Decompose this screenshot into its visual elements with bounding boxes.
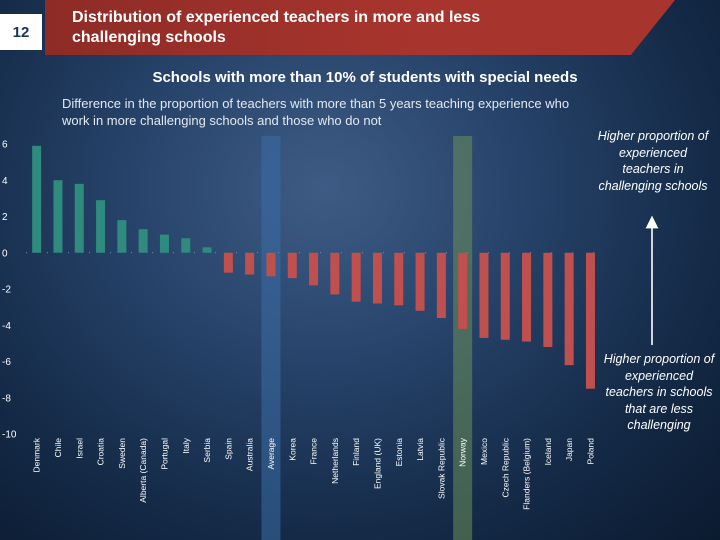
annotation-top: Higher proportion of experienced teacher…	[597, 129, 709, 193]
x-tick-label: Israel	[74, 438, 84, 459]
x-tick-label: Slovak Republic	[436, 437, 446, 499]
x-tick-label: Croatia	[96, 438, 106, 466]
x-tick-label: Czech Republic	[500, 437, 510, 497]
bar-latvia	[415, 252, 425, 311]
x-tick-label: Japan	[564, 438, 574, 461]
bar-australia	[245, 252, 255, 275]
bar-israel	[74, 183, 84, 253]
bar-average	[266, 252, 276, 277]
bar-slovak-republic	[436, 252, 446, 318]
chart-subtitle: Schools with more than 10% of students w…	[152, 69, 578, 86]
bar-czech-republic	[500, 252, 510, 340]
bar-japan	[564, 252, 574, 366]
bar-serbia	[202, 247, 212, 253]
x-tick-label: England (UK)	[372, 438, 382, 489]
slide-number: 12	[0, 14, 42, 50]
x-tick-label: Mexico	[479, 438, 489, 465]
bar-norway	[458, 252, 468, 329]
x-tick-label: Latvia	[415, 438, 425, 461]
x-tick-label: Spain	[223, 438, 233, 460]
bar-england-uk	[372, 252, 382, 304]
bar-iceland	[543, 252, 553, 347]
y-tick-label: -8	[2, 393, 11, 404]
bar-spain	[223, 252, 233, 273]
x-tick-label: Portugal	[159, 438, 169, 470]
x-tick-label: Serbia	[202, 438, 212, 463]
x-tick-label: Flanders (Belgium)	[522, 438, 532, 510]
x-tick-label: France	[309, 438, 319, 465]
highlight-norway	[453, 136, 473, 540]
title-bar	[45, 0, 675, 55]
bar-poland	[585, 252, 595, 389]
bar-denmark	[32, 145, 42, 253]
x-tick-label: Sweden	[117, 438, 127, 469]
y-tick-label: 6	[2, 140, 8, 151]
y-tick-label: -10	[2, 430, 17, 441]
bar-finland	[351, 252, 361, 302]
bar-netherlands	[330, 252, 340, 295]
page-title: Distribution of experienced teachers in …	[72, 9, 481, 46]
x-tick-label: Italy	[181, 437, 191, 453]
y-tick-label: 0	[2, 248, 8, 259]
bar-mexico	[479, 252, 489, 338]
bar-flanders-belgium	[522, 252, 532, 342]
x-tick-label: Australia	[245, 438, 255, 471]
bar-estonia	[394, 252, 404, 306]
y-tick-label: 2	[2, 212, 8, 223]
bar-sweden	[117, 220, 127, 253]
x-tick-label: Denmark	[32, 437, 42, 472]
bar-france	[309, 252, 319, 286]
y-tick-label: -2	[2, 285, 11, 296]
y-tick-label: 4	[2, 176, 8, 187]
x-tick-label: Korea	[287, 438, 297, 461]
y-tick-label: -6	[2, 357, 11, 368]
bar-italy	[181, 238, 191, 253]
x-tick-label: Alberta (Canada)	[138, 438, 148, 503]
highlight-average	[261, 136, 281, 540]
bar-korea	[287, 252, 297, 279]
x-tick-label: Poland	[585, 438, 595, 465]
header-band: 12 Distribution of experienced teachers …	[0, 0, 720, 55]
x-tick-label: Iceland	[543, 438, 553, 466]
annotation-bottom: Higher proportion of experienced teacher…	[603, 352, 715, 432]
x-tick-label: Estonia	[394, 438, 404, 467]
bar-croatia	[96, 200, 106, 253]
x-tick-label: Finland	[351, 438, 361, 466]
x-tick-label: Chile	[53, 438, 63, 458]
chart-description: Difference in the proportion of teachers…	[62, 96, 570, 128]
y-tick-label: -4	[2, 321, 11, 332]
bar-chile	[53, 180, 63, 253]
x-tick-label: Norway	[458, 437, 468, 467]
x-tick-label: Average	[266, 438, 276, 470]
bar-alberta-canada	[138, 229, 148, 253]
x-tick-label: Netherlands	[330, 438, 340, 484]
bar-portugal	[159, 234, 169, 253]
